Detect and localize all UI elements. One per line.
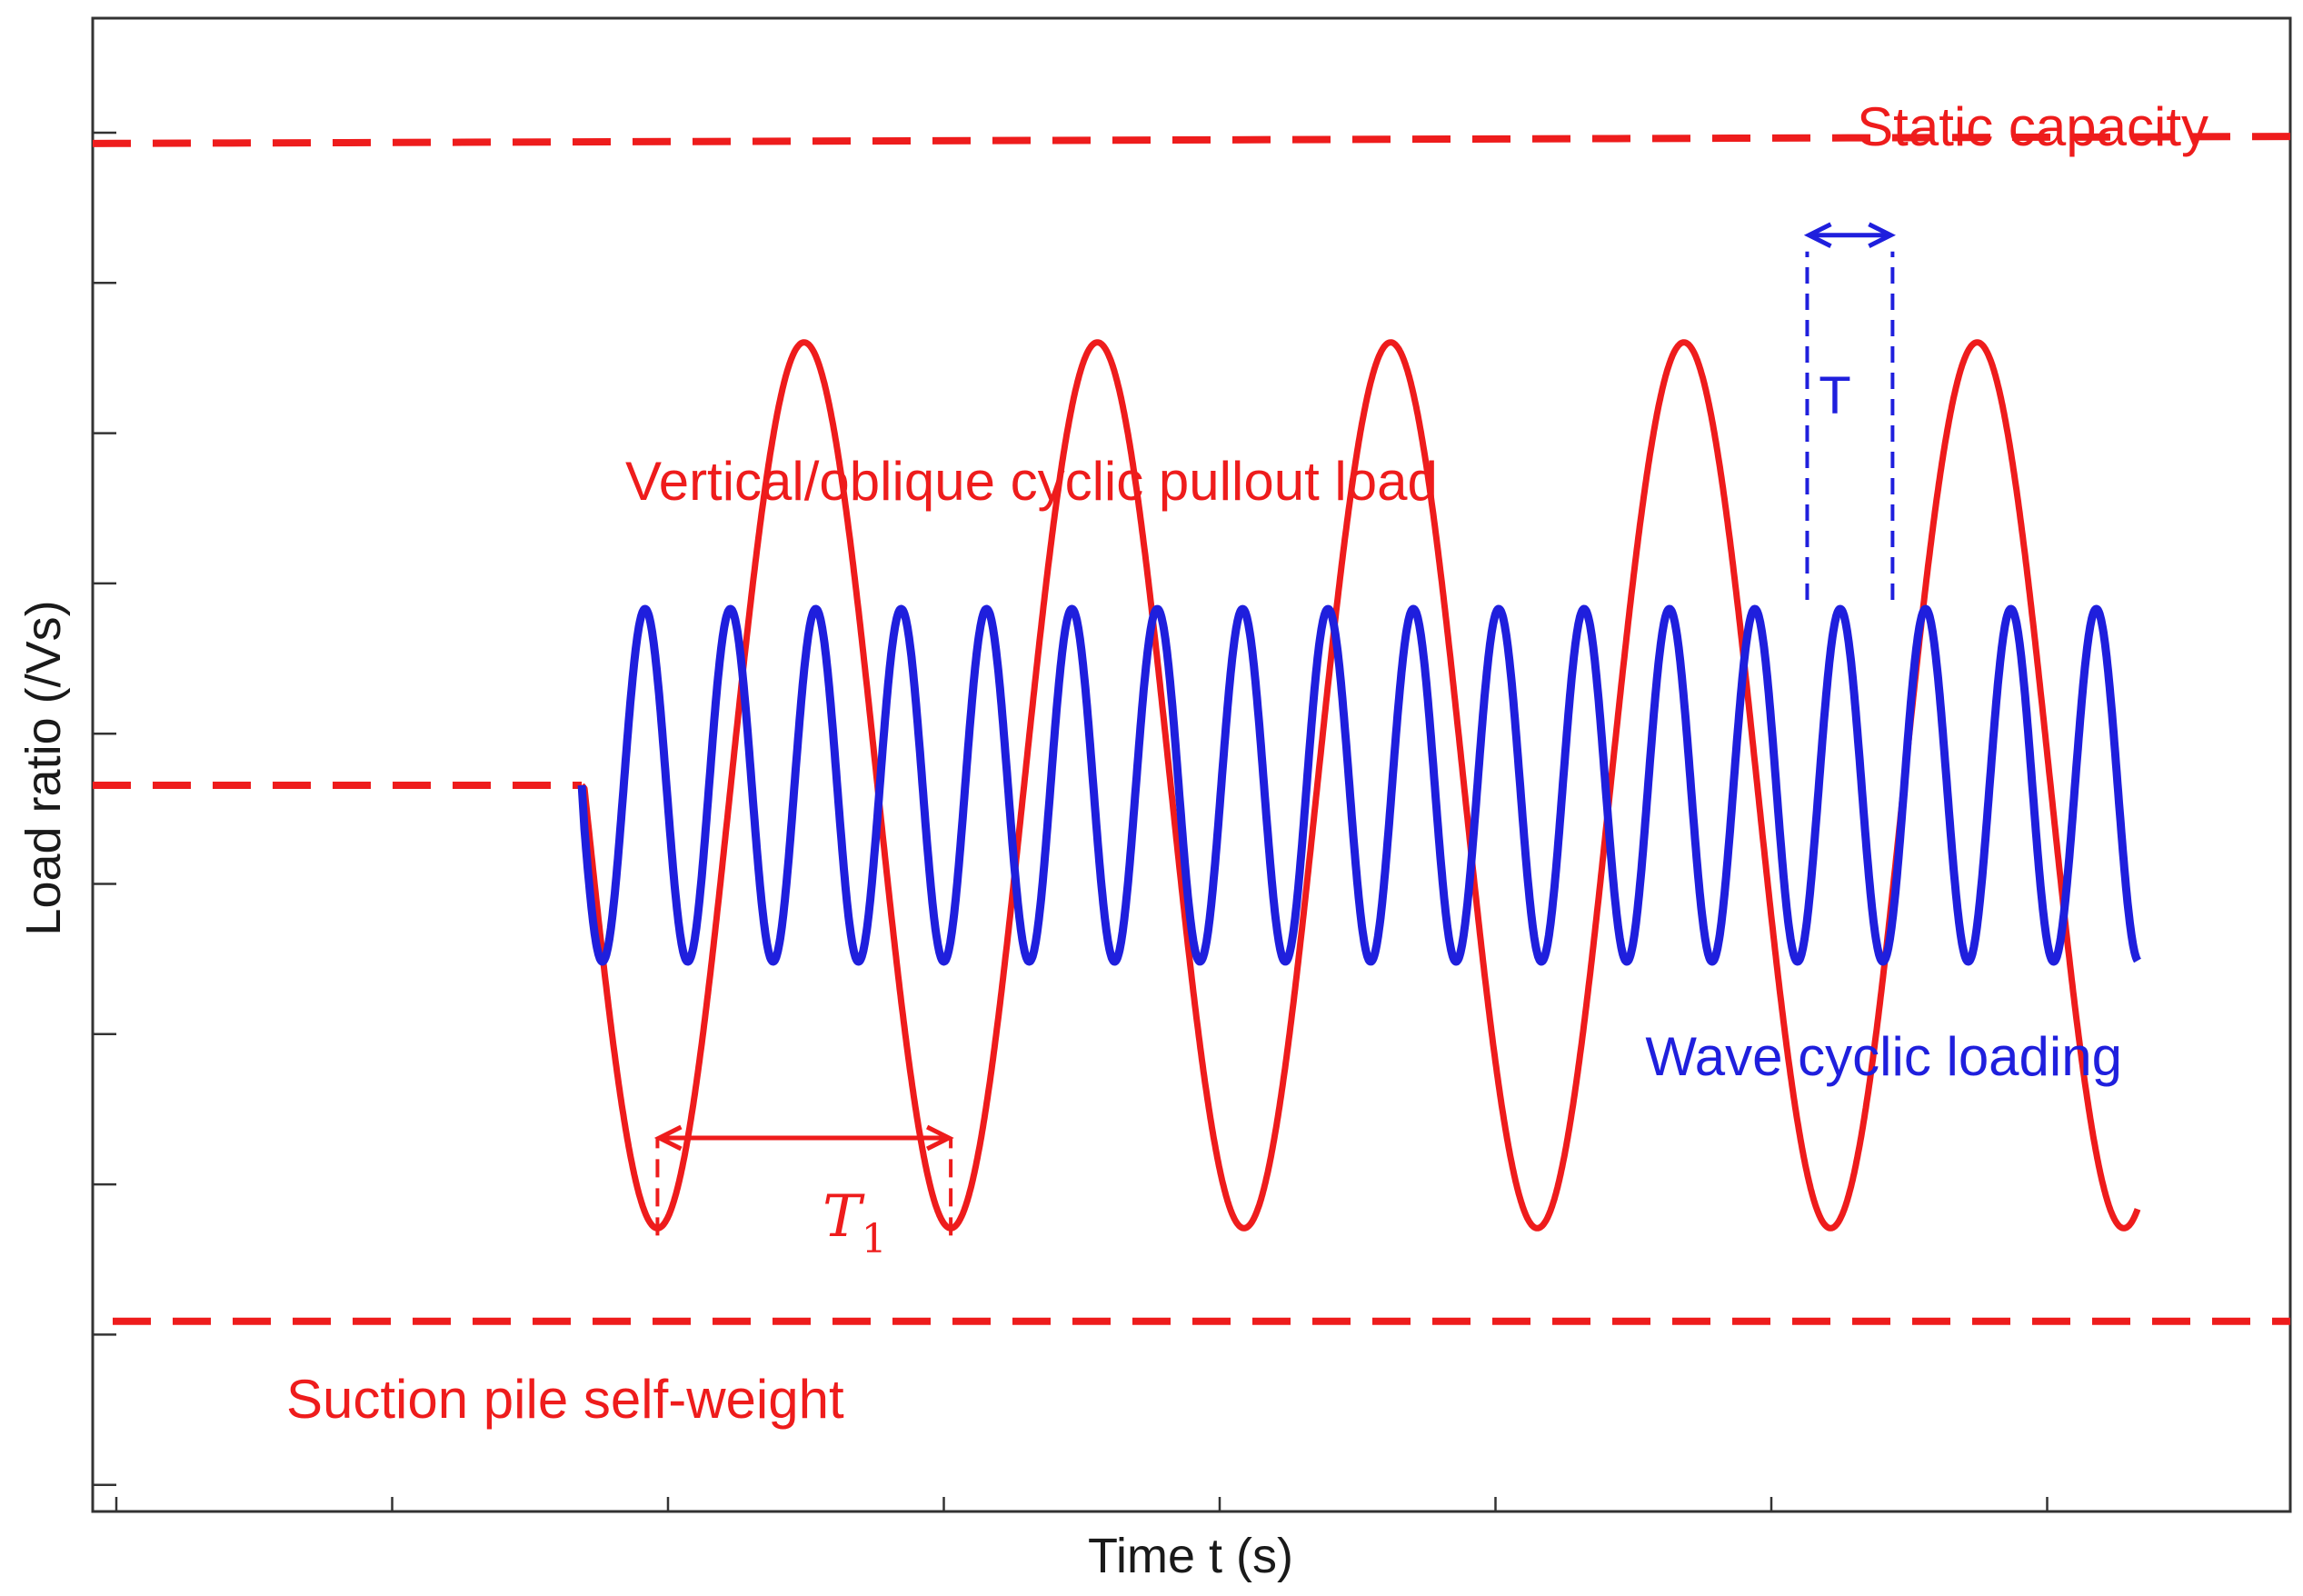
static-capacity-line bbox=[92, 133, 2291, 147]
wave-loading-curve bbox=[577, 604, 2141, 966]
pullout-load-curve bbox=[579, 339, 2141, 1232]
x-axis-label: Time t (s) bbox=[1088, 1529, 1293, 1583]
plot-frame bbox=[91, 16, 2292, 1513]
annotation-layer bbox=[653, 222, 1896, 1236]
t-arrow-right-head bbox=[1868, 222, 1896, 248]
pullout-series-label: Vertical/oblique cyclic pullout load bbox=[625, 451, 1438, 512]
axis-ticks bbox=[93, 131, 2049, 1511]
t1-arrow-right-head bbox=[926, 1124, 954, 1152]
series-layer bbox=[577, 339, 2141, 1232]
t-arrow-left-head bbox=[1803, 222, 1832, 248]
t1-arrow-left-head bbox=[653, 1124, 683, 1152]
t1-period-label: T1 bbox=[822, 1183, 887, 1262]
y-axis-label: Load ratio (/Vs) bbox=[16, 600, 71, 935]
static-capacity-label: Static capacity bbox=[1857, 96, 2208, 157]
reference-lines bbox=[92, 133, 2291, 1325]
self-weight-label: Suction pile self-weight bbox=[286, 1369, 844, 1430]
t-period-label: T bbox=[1819, 366, 1850, 425]
wave-series-label: Wave cyclic loading bbox=[1645, 1026, 2122, 1087]
